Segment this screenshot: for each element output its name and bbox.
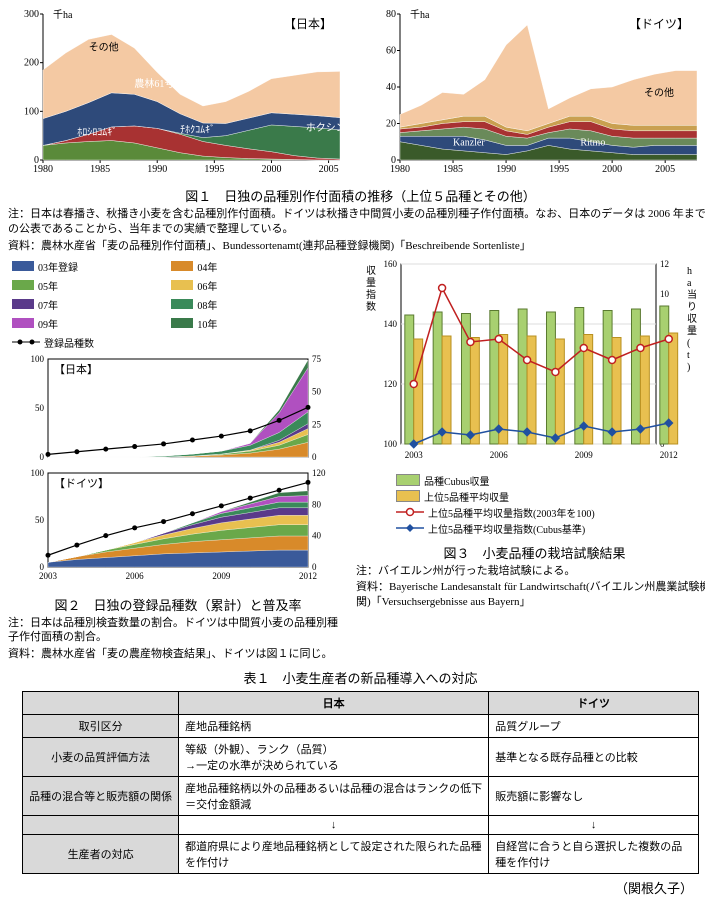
- svg-text:2012: 2012: [299, 571, 317, 581]
- svg-text:ha当り収量(t): ha当り収量(t): [687, 266, 697, 373]
- svg-text:2009: 2009: [212, 571, 231, 581]
- svg-text:160: 160: [384, 259, 398, 269]
- svg-text:ホクシン: ホクシン: [306, 122, 346, 134]
- table1-rowhdr: 品種の混合等と販売額の関係: [23, 777, 179, 816]
- svg-text:300: 300: [24, 9, 39, 20]
- svg-text:50: 50: [35, 515, 45, 525]
- author: （関根久子）: [8, 878, 705, 897]
- fig1-note1: 注：日本は春播き、秋播き小麦を含む品種別作付面積。ドイツは秋播き中間質小麦の品種…: [8, 207, 705, 237]
- svg-text:20: 20: [386, 119, 396, 130]
- svg-text:100: 100: [24, 106, 39, 117]
- arrow-down: ↓: [489, 816, 699, 835]
- svg-text:75: 75: [312, 354, 322, 364]
- svg-text:200: 200: [24, 58, 39, 69]
- fig3-caption: 図３ 小麦品種の栽培試験結果: [356, 543, 705, 562]
- table1: 日本ドイツ 取引区分産地品種銘柄品質グループ小麦の品質評価方法等級（外観）、ラン…: [22, 691, 699, 874]
- svg-text:ﾁﾎｸｺﾑｷﾞ: ﾁﾎｸｺﾑｷﾞ: [180, 124, 215, 136]
- svg-text:80: 80: [312, 499, 322, 509]
- svg-text:2003: 2003: [39, 571, 58, 581]
- fig3-note2: 資料：Bayerische Landesanstalt für Landwirt…: [356, 580, 705, 610]
- table1-caption: 表１ 小麦生産者の新品種導入への対応: [8, 668, 705, 687]
- svg-text:その他: その他: [89, 41, 119, 54]
- svg-text:千ha: 千ha: [53, 9, 73, 21]
- svg-text:収量指数: 収量指数: [366, 265, 376, 313]
- svg-text:2003: 2003: [405, 450, 424, 460]
- svg-text:100: 100: [384, 439, 398, 449]
- svg-text:Kanzler: Kanzler: [453, 137, 485, 148]
- svg-text:100: 100: [31, 468, 45, 478]
- svg-text:40: 40: [312, 530, 322, 540]
- table1-cell: 等級（外観）、ランク（品質）→一定の水準が決められている: [179, 738, 489, 777]
- fig3-note1: 注：バイエルン州が行った栽培試験による。: [356, 564, 705, 579]
- svg-text:80: 80: [386, 9, 396, 20]
- table1-cell: 産地品種銘柄: [179, 715, 489, 738]
- svg-text:1995: 1995: [549, 164, 569, 175]
- svg-text:【日本】: 【日本】: [54, 362, 98, 376]
- svg-text:【日本】: 【日本】: [284, 17, 332, 31]
- svg-text:1980: 1980: [33, 164, 53, 175]
- table1-cell: 基準となる既存品種との比較: [489, 738, 699, 777]
- fig1-japan: 0100200300198019851990199520002005千ha【日本…: [8, 8, 357, 182]
- svg-text:120: 120: [384, 379, 398, 389]
- svg-text:2012: 2012: [660, 450, 678, 460]
- svg-text:120: 120: [312, 468, 326, 478]
- svg-text:40: 40: [386, 82, 396, 93]
- svg-text:60: 60: [386, 46, 396, 57]
- arrow-down: ↓: [179, 816, 489, 835]
- svg-text:2005: 2005: [319, 164, 339, 175]
- table1-cell: 産地品種銘柄以外の品種あるいは品種の混合はランクの低下＝交付金額減: [179, 777, 489, 816]
- svg-text:1990: 1990: [147, 164, 167, 175]
- table1-cell: 自経営に合うと自ら選択した複数の品種を作付け: [489, 835, 699, 874]
- svg-text:100: 100: [31, 354, 45, 364]
- svg-text:2005: 2005: [655, 164, 675, 175]
- svg-text:【ドイツ】: 【ドイツ】: [628, 17, 688, 31]
- svg-text:0: 0: [312, 452, 317, 462]
- svg-text:2000: 2000: [602, 164, 622, 175]
- fig1-row: 0100200300198019851990199520002005千ha【日本…: [8, 8, 705, 182]
- table1-cell: 販売額に影響なし: [489, 777, 699, 816]
- fig2-caption: 図２ 日独の登録品種数（累計）と普及率: [8, 595, 348, 614]
- fig2-note2: 資料：農林水産省「麦の農産物検査結果」、ドイツは図１に同じ。: [8, 647, 348, 662]
- svg-text:Ritmo: Ritmo: [580, 137, 605, 148]
- table1-rowhdr: 小麦の品質評価方法: [23, 738, 179, 777]
- svg-text:25: 25: [312, 419, 322, 429]
- fig2-note1: 注：日本は品種別検査数量の割合。ドイツは中間質小麦の品種別種子作付面積の割合。: [8, 616, 348, 646]
- svg-text:0: 0: [40, 452, 45, 462]
- svg-text:その他: その他: [643, 86, 673, 99]
- svg-text:千ha: 千ha: [410, 9, 430, 21]
- table1-rowhdr: 取引区分: [23, 715, 179, 738]
- svg-text:10: 10: [660, 289, 670, 299]
- table1-colhdr: [23, 692, 179, 715]
- fig3-legend: 品種Cubus収量上位5品種平均収量上位5品種平均収量指数(2003年を100)…: [356, 470, 705, 539]
- svg-text:【ドイツ】: 【ドイツ】: [54, 477, 109, 490]
- svg-text:50: 50: [312, 386, 322, 396]
- svg-text:1995: 1995: [204, 164, 224, 175]
- fig1-caption: 図１ 日独の品種別作付面積の推移（上位５品種とその他）: [8, 186, 705, 205]
- svg-text:1990: 1990: [496, 164, 516, 175]
- svg-text:2006: 2006: [490, 450, 509, 460]
- svg-text:12: 12: [660, 259, 669, 269]
- table1-cell: 都道府県により産地品種銘柄として設定された限られた品種を作付け: [179, 835, 489, 874]
- svg-text:140: 140: [384, 319, 398, 329]
- svg-text:農林61号: 農林61号: [134, 77, 174, 90]
- svg-text:50: 50: [35, 403, 45, 413]
- svg-text:2009: 2009: [575, 450, 594, 460]
- svg-text:ﾎﾛｼﾛｺﾑｷﾞ: ﾎﾛｼﾛｺﾑｷﾞ: [77, 127, 117, 139]
- fig2-legend: 03年登録04年05年06年07年08年09年10年登録品種数: [8, 256, 348, 353]
- svg-text:1980: 1980: [390, 164, 410, 175]
- table1-colhdr: ドイツ: [489, 692, 699, 715]
- svg-text:2000: 2000: [261, 164, 281, 175]
- fig2-3-row: 03年登録04年05年06年07年08年09年10年登録品種数 0 50 100 0 2…: [8, 256, 705, 665]
- svg-text:1985: 1985: [90, 164, 110, 175]
- svg-text:1985: 1985: [443, 164, 463, 175]
- fig1-note2: 資料：農林水産省「麦の品種別作付面積」、Bundessortenamt(連邦品種…: [8, 239, 705, 254]
- svg-text:2006: 2006: [126, 571, 145, 581]
- table1-rowhdr: 生産者の対応: [23, 835, 179, 874]
- table1-colhdr: 日本: [179, 692, 489, 715]
- fig1-germany: 020406080198019851990199520002005千ha【ドイツ…: [365, 8, 705, 182]
- table1-cell: 品質グループ: [489, 715, 699, 738]
